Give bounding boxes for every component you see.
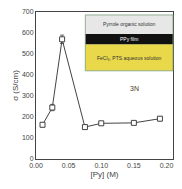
svg-text:[Py] (M): [Py] (M) (91, 170, 119, 179)
svg-text:700: 700 (22, 8, 34, 15)
svg-text:100: 100 (22, 134, 34, 141)
svg-text:Pyrrole organic solution: Pyrrole organic solution (103, 21, 155, 27)
svg-text:3N: 3N (130, 85, 139, 92)
svg-text:FeCl₃, PTS aqueous solution: FeCl₃, PTS aqueous solution (97, 55, 162, 61)
svg-text:σ (S/cm): σ (S/cm) (11, 70, 20, 101)
svg-text:0.10: 0.10 (94, 162, 108, 169)
svg-text:600: 600 (22, 29, 34, 36)
svg-text:0: 0 (30, 155, 34, 162)
svg-text:PPy film: PPy film (120, 36, 138, 42)
svg-text:0.20: 0.20 (160, 162, 174, 169)
svg-text:0.00: 0.00 (29, 162, 43, 169)
svg-text:200: 200 (22, 113, 34, 120)
svg-text:0.15: 0.15 (127, 162, 141, 169)
svg-text:0.05: 0.05 (62, 162, 76, 169)
svg-text:500: 500 (22, 50, 34, 57)
svg-text:400: 400 (22, 71, 34, 78)
svg-text:300: 300 (22, 92, 34, 99)
